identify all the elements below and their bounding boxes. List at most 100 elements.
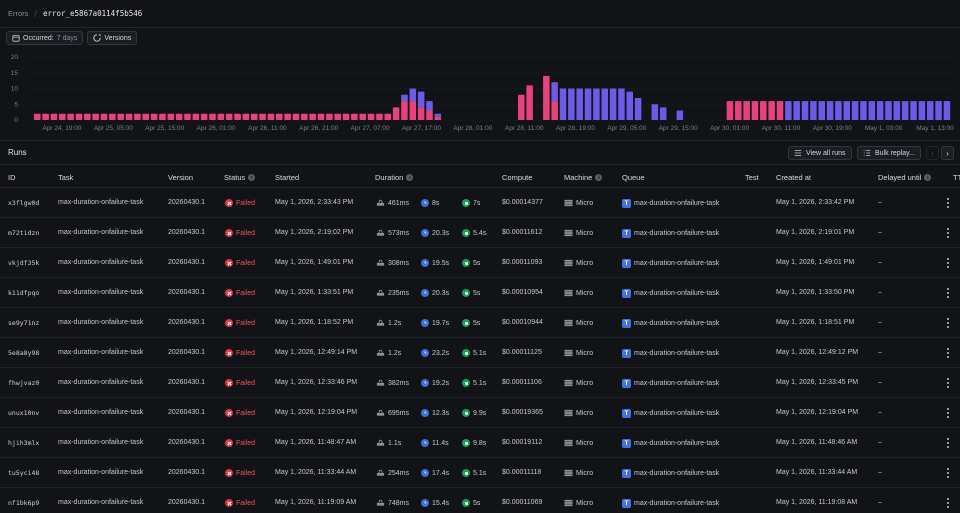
failed-bar[interactable] [334,113,341,120]
table-row[interactable]: se9y71nz max-duration-onfailure-task 202… [0,308,960,338]
failed-bar[interactable] [518,94,525,120]
row-menu-icon[interactable] [945,468,951,478]
completed-bar[interactable] [609,88,617,121]
failed-bar[interactable] [292,113,300,120]
failed-bar[interactable] [309,113,316,120]
view-all-runs-button[interactable]: View all runs [788,146,852,160]
failed-bar[interactable] [217,113,225,120]
failed-bar[interactable] [259,113,266,120]
failed-bar[interactable] [417,107,425,120]
completed-bar[interactable] [785,101,792,120]
failed-bar[interactable] [167,113,175,120]
table-row[interactable]: vkjdf35k max-duration-onfailure-task 202… [0,248,960,278]
completed-bar[interactable] [559,88,567,121]
occurred-filter-button[interactable]: Occurred: 7 days [6,31,84,45]
row-menu-icon[interactable] [945,408,951,418]
versions-filter-button[interactable]: Versions [87,31,138,45]
failed-bar[interactable] [426,110,433,120]
failed-bar[interactable] [75,113,83,120]
failed-bar[interactable] [276,113,283,120]
failed-bar[interactable] [134,113,141,120]
run-id[interactable]: 5e8a8y98 [8,349,40,357]
completed-bar[interactable] [593,88,600,121]
completed-bar[interactable] [417,91,425,108]
failed-bar[interactable] [175,113,183,120]
row-menu-icon[interactable] [945,438,951,448]
info-icon[interactable]: i [595,174,603,181]
run-id[interactable]: vkjdf35k [8,259,40,267]
run-id[interactable]: nf1bk6p9 [8,499,40,507]
table-row[interactable]: 5e8a8y98 max-duration-onfailure-task 202… [0,338,960,368]
table-row[interactable]: x3flgw0d max-duration-onfailure-task 202… [0,188,960,218]
run-id[interactable]: x3flgw0d [8,199,40,207]
completed-bar[interactable] [409,88,417,102]
completed-bar[interactable] [901,101,909,120]
info-icon[interactable]: i [248,174,256,181]
completed-bar[interactable] [851,101,859,120]
failed-bar[interactable] [776,101,784,120]
breadcrumb-root[interactable]: Errors [8,9,29,18]
failed-bar[interactable] [117,113,124,120]
failed-bar[interactable] [184,113,191,120]
failed-bar[interactable] [267,113,275,120]
completed-bar[interactable] [426,101,433,111]
row-menu-icon[interactable] [945,228,951,238]
completed-bar[interactable] [860,101,867,120]
failed-bar[interactable] [735,101,742,120]
failed-bar[interactable] [543,75,550,120]
table-row[interactable]: nf1bk6p9 max-duration-onfailure-task 202… [0,488,960,513]
completed-bar[interactable] [576,88,583,121]
failed-bar[interactable] [150,113,158,120]
table-row[interactable]: k11dfpqo max-duration-onfailure-task 202… [0,278,960,308]
completed-bar[interactable] [910,101,917,120]
completed-bar[interactable] [885,101,892,120]
row-menu-icon[interactable] [945,288,951,298]
run-id[interactable]: k11dfpqo [8,289,40,297]
completed-bar[interactable] [568,88,575,121]
table-row[interactable]: unux10nv max-duration-onfailure-task 202… [0,398,960,428]
failed-bar[interactable] [209,113,216,120]
failed-bar[interactable] [142,113,150,120]
completed-bar[interactable] [676,110,684,120]
completed-bar[interactable] [801,101,809,120]
failed-bar[interactable] [234,113,241,120]
previous-page-button[interactable]: ‹ [926,146,939,160]
run-id[interactable]: hjih3mlx [8,439,40,447]
failed-bar[interactable] [342,113,350,120]
failed-bar[interactable] [200,113,208,120]
failed-bar[interactable] [50,113,58,120]
completed-bar[interactable] [401,94,408,102]
run-id[interactable]: tu5yci48 [8,469,40,477]
completed-bar[interactable] [926,101,934,120]
failed-bar[interactable] [401,101,408,120]
completed-bar[interactable] [793,101,800,120]
failed-bar[interactable] [760,101,767,120]
completed-bar[interactable] [943,101,951,120]
completed-bar[interactable] [810,101,817,120]
failed-bar[interactable] [67,113,74,120]
table-row[interactable]: tu5yci48 max-duration-onfailure-task 202… [0,458,960,488]
row-menu-icon[interactable] [945,258,951,268]
failed-bar[interactable] [284,113,291,120]
failed-bar[interactable] [768,101,775,120]
completed-bar[interactable] [835,101,842,120]
failed-bar[interactable] [367,113,375,120]
completed-bar[interactable] [893,101,901,120]
next-page-button[interactable]: › [941,146,954,160]
completed-bar[interactable] [434,113,442,117]
table-row[interactable]: hjih3mlx max-duration-onfailure-task 202… [0,428,960,458]
failed-bar[interactable] [192,113,200,120]
run-id[interactable]: unux10nv [8,409,40,417]
failed-bar[interactable] [225,113,233,120]
completed-bar[interactable] [618,88,625,121]
info-icon[interactable]: i [924,174,932,181]
completed-bar[interactable] [843,101,851,120]
row-menu-icon[interactable] [945,498,951,508]
failed-bar[interactable] [392,107,400,120]
failed-bar[interactable] [109,113,116,120]
run-id[interactable]: m72tidzn [8,229,40,237]
completed-bar[interactable] [634,97,642,120]
completed-bar[interactable] [551,82,558,102]
failed-bar[interactable] [359,113,366,120]
failed-bar[interactable] [34,113,41,120]
